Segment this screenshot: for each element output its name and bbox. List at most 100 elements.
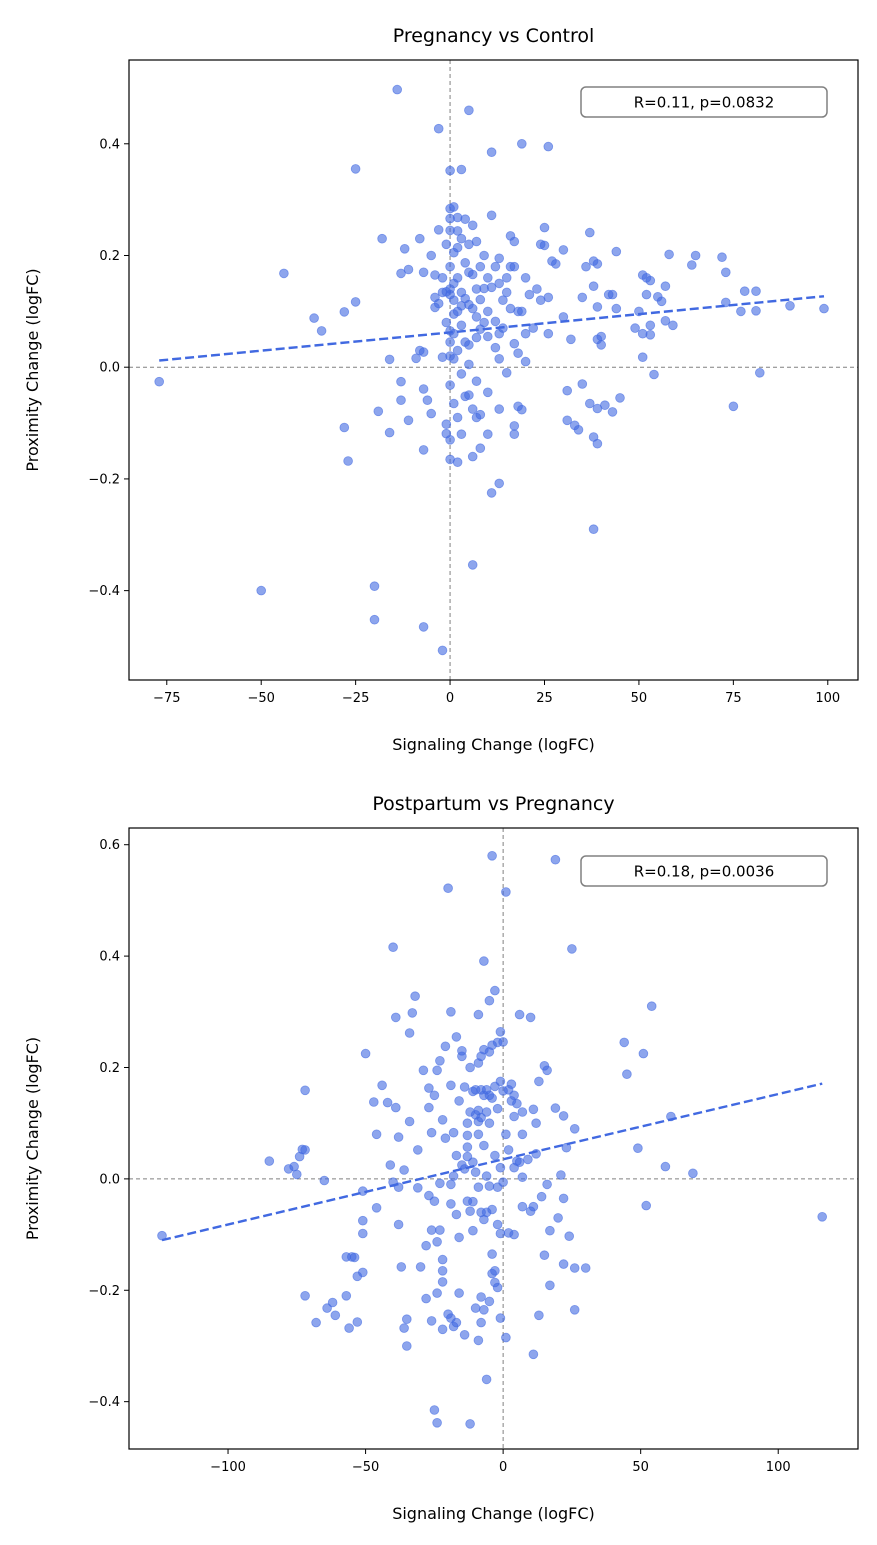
data-point bbox=[484, 1296, 495, 1307]
data-point bbox=[498, 295, 508, 306]
data-point bbox=[577, 292, 588, 303]
data-point bbox=[567, 944, 577, 954]
data-point bbox=[545, 1225, 555, 1236]
data-point bbox=[785, 300, 795, 311]
annotation-box bbox=[580, 86, 828, 118]
data-point bbox=[577, 379, 588, 389]
data-point bbox=[736, 306, 746, 317]
data-point bbox=[561, 1142, 572, 1153]
data-point bbox=[481, 1171, 492, 1181]
y-tick-label: 0.4 bbox=[99, 137, 120, 152]
data-point bbox=[411, 353, 421, 364]
y-tick-label: 0.2 bbox=[99, 249, 120, 264]
data-point bbox=[646, 1001, 657, 1011]
panel-pregnancy-vs-control: Pregnancy vs Control Signaling Change (l… bbox=[23, 25, 859, 754]
data-point bbox=[487, 850, 497, 861]
data-point bbox=[501, 367, 512, 378]
data-point bbox=[437, 272, 448, 283]
data-point bbox=[517, 1172, 528, 1182]
data-point bbox=[441, 239, 452, 250]
data-point bbox=[451, 1317, 462, 1328]
data-point bbox=[482, 429, 493, 440]
data-point bbox=[377, 1080, 387, 1091]
data-point bbox=[649, 369, 659, 380]
data-point bbox=[403, 264, 414, 275]
data-point bbox=[569, 1305, 580, 1315]
data-point bbox=[494, 353, 505, 364]
data-point bbox=[487, 1093, 497, 1103]
plot-frame bbox=[128, 59, 859, 681]
data-point bbox=[435, 1056, 445, 1066]
y-tick-label: 0.0 bbox=[99, 1172, 120, 1187]
data-point bbox=[615, 393, 625, 403]
data-point bbox=[528, 1104, 539, 1115]
data-point bbox=[564, 1231, 574, 1241]
data-point bbox=[432, 1065, 442, 1076]
data-point bbox=[611, 303, 622, 314]
data-point bbox=[448, 202, 459, 212]
data-point bbox=[495, 1076, 506, 1087]
data-point bbox=[459, 1330, 470, 1340]
data-point bbox=[446, 1080, 456, 1091]
data-point bbox=[475, 294, 486, 305]
data-point bbox=[517, 1129, 528, 1140]
data-point bbox=[501, 887, 511, 897]
data-point bbox=[445, 165, 455, 176]
data-point bbox=[479, 956, 489, 966]
data-point bbox=[550, 259, 561, 269]
plot-area: −100 −50 0 50 100 −0.4 −0.2 0.0 0.2 0.4 0.6 bbox=[88, 827, 859, 1475]
data-point bbox=[498, 1037, 508, 1047]
data-point bbox=[441, 419, 452, 430]
data-point bbox=[418, 622, 429, 632]
data-point bbox=[426, 1225, 437, 1235]
data-point bbox=[451, 1209, 462, 1220]
data-point bbox=[638, 1048, 649, 1059]
data-point bbox=[433, 298, 444, 309]
data-point bbox=[494, 278, 505, 289]
data-point bbox=[580, 1263, 591, 1273]
data-point bbox=[382, 1097, 393, 1108]
data-point bbox=[467, 560, 478, 570]
data-point bbox=[357, 1215, 368, 1226]
data-point bbox=[437, 1254, 448, 1265]
data-point bbox=[264, 1156, 275, 1166]
data-point bbox=[503, 1145, 514, 1155]
data-point bbox=[668, 320, 678, 331]
data-point bbox=[373, 406, 384, 417]
data-point bbox=[819, 303, 829, 314]
annotation-box bbox=[580, 855, 828, 887]
data-point bbox=[573, 424, 584, 435]
data-point bbox=[543, 328, 554, 339]
data-point bbox=[452, 226, 463, 236]
data-point bbox=[562, 415, 572, 426]
data-point bbox=[401, 1314, 412, 1324]
data-point bbox=[495, 1313, 506, 1323]
data-point bbox=[688, 1168, 698, 1179]
data-point bbox=[330, 1310, 341, 1321]
data-point bbox=[401, 1341, 412, 1351]
data-point bbox=[357, 1267, 368, 1278]
x-tick-label: −50 bbox=[247, 691, 274, 706]
data-point bbox=[426, 1127, 437, 1138]
data-point bbox=[516, 306, 527, 317]
correlation-annotation: R=0.11, p=0.0832 bbox=[580, 86, 828, 118]
data-point bbox=[501, 287, 512, 298]
data-point bbox=[509, 1111, 519, 1122]
data-point bbox=[352, 1317, 363, 1327]
data-point bbox=[471, 332, 482, 343]
data-point bbox=[471, 236, 482, 247]
data-point bbox=[728, 401, 739, 412]
y-axis-label: Proximity Change (logFC) bbox=[23, 268, 42, 471]
data-point bbox=[664, 249, 674, 260]
x-tick-label: 0 bbox=[446, 691, 454, 706]
data-point bbox=[476, 1317, 486, 1328]
data-point bbox=[516, 139, 527, 149]
data-point bbox=[432, 1237, 442, 1247]
y-tick-label: −0.4 bbox=[88, 584, 120, 599]
data-point bbox=[429, 1196, 440, 1206]
data-point bbox=[531, 1118, 541, 1128]
data-point bbox=[457, 1046, 467, 1056]
data-point bbox=[432, 1288, 442, 1298]
data-point bbox=[429, 1405, 440, 1415]
data-point bbox=[311, 1317, 321, 1328]
